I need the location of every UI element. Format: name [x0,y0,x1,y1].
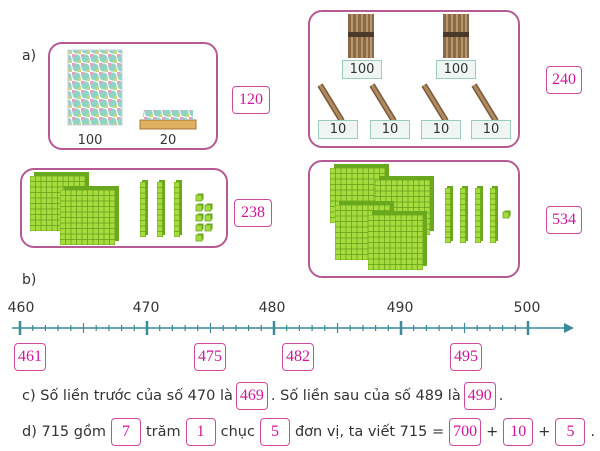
sentence: c) Số liền trước của số 470 là 469 . Số … [22,382,503,410]
tick-label: 500 [513,300,541,316]
caption: 10 [318,120,358,139]
text: . [498,388,504,404]
panel [308,10,520,148]
label: a) [22,48,37,64]
sentence: d) 715 gồm 7 trăm 1 chục 5 đơn vị, ta vi… [22,418,595,446]
text: . [590,424,596,440]
answer-box: 490 [463,382,496,410]
caption: 20 [159,133,177,148]
answer-box: 1 [185,418,216,446]
caption: 100 [436,60,476,79]
answer-box: 495 [450,343,482,371]
label: b) [22,272,37,288]
tick-label: 490 [386,300,414,316]
tick-label: 480 [258,300,286,316]
text: d) 715 gồm [22,424,106,440]
answer-box: 534 [546,206,582,234]
text: đơn vị, ta viết 715 = [294,424,445,440]
answer-box: 461 [14,343,46,371]
caption: 100 [342,60,382,79]
text: + [486,424,499,440]
caption: 100 [77,133,103,148]
answer-box: 120 [232,86,270,114]
answer-box: 475 [194,343,226,371]
text: c) Số liền trước của số 470 là [22,388,233,404]
answer-box: 238 [234,199,272,227]
text: trăm [145,424,181,440]
panel [48,42,218,150]
answer-box: 240 [546,66,582,94]
caption: 10 [471,120,511,139]
text: chục [220,424,255,440]
text: . Số liền sau của số 489 là [270,388,461,404]
answer-box: 7 [110,418,141,446]
answer-box: 5 [259,418,290,446]
text: + [538,424,551,440]
answer-box: 482 [282,343,314,371]
tick-label: 470 [132,300,160,316]
panel [308,160,520,278]
caption: 10 [370,120,410,139]
answer-box: 5 [555,418,586,446]
answer-box: 10 [503,418,534,446]
answer-box: 700 [449,418,482,446]
answer-box: 469 [235,382,268,410]
tick-label: 460 [7,300,35,316]
panel [20,168,228,248]
caption: 10 [421,120,461,139]
